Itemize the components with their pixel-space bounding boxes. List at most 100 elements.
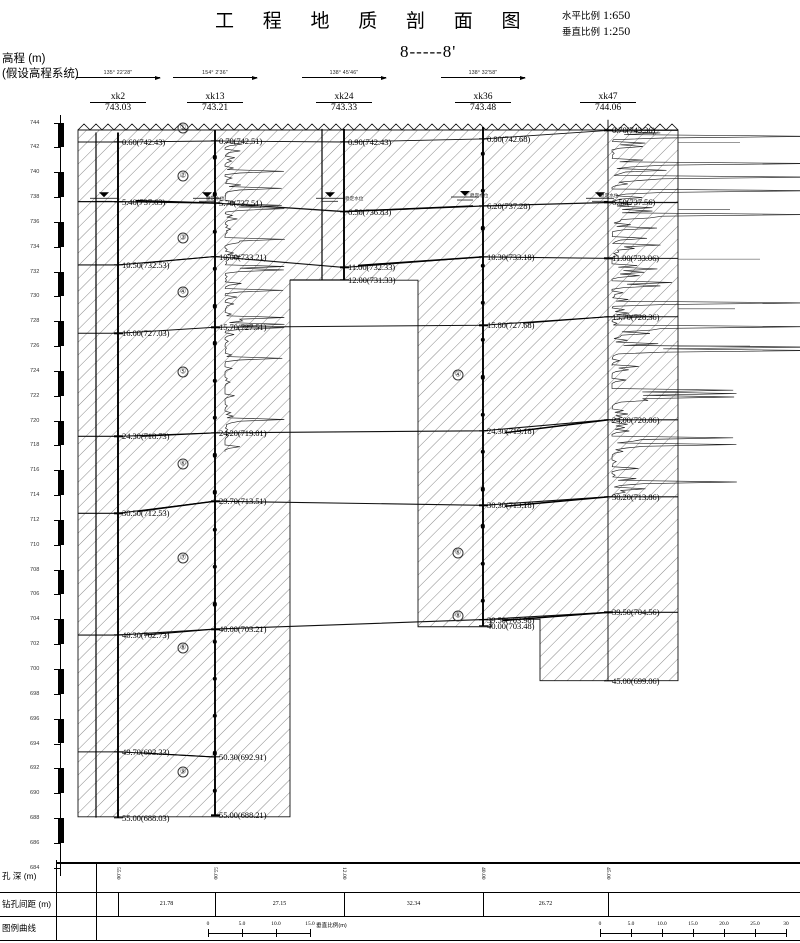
depth-tick [114,141,123,143]
depth-label-xk13-1: 5.70(737.51) [219,198,263,209]
axis-tick-label: 714 [30,492,40,499]
scale-bar-tick-label: 30 [783,921,789,927]
axis-tick-label: 690 [30,790,40,797]
sample-marker [212,341,218,346]
scale-bar-tick-label: 25.0 [750,921,760,927]
depth-tick [211,756,220,758]
axis-tick [54,296,61,298]
bearing-arrow-icon [76,75,161,80]
depth-label-xk47-7: 45.00(699.06) [612,675,660,686]
borehole-header-rule [187,102,243,103]
table-rule [56,860,57,940]
table-rule [608,892,609,916]
depth-label-xk2-4: 24.30(718.73) [122,431,170,442]
borehole-header-xk2[interactable]: xk2 743.03 [88,92,148,113]
depth-tick [114,264,123,266]
borehole-name: xk36 [473,92,493,102]
borehole-header-xk13[interactable]: xk13 743.21 [185,92,245,113]
sample-marker [212,788,218,793]
sample-marker [212,303,218,309]
sample-marker [212,229,218,234]
horizontal-scale-label: 水平比例 [562,11,601,22]
axis-tick-label: 732 [30,268,40,275]
axis-tick [54,495,61,497]
depth-tick [114,634,123,636]
scale-bar-tick-label: 0 [598,921,602,927]
depth-label-xk36-4: 24.30(719.18) [487,425,535,436]
depth-label-xk24-3: 12.00(731.33) [348,274,396,285]
borehole-header-xk24[interactable]: xk24 743.33 [314,92,374,113]
stratum-number-right: ⑧ [452,610,464,622]
depth-tick [604,496,613,498]
depth-label-xk36-1: 6.20(737.28) [487,200,531,211]
depth-tick [340,266,349,269]
borehole-collar-elevation: 744.06 [594,103,622,113]
depth-label-xk13-5: 29.70(713.51) [219,496,267,507]
depth-label-xk2-0: 0.60(742.43) [122,136,166,147]
scale-bar-tick [631,929,632,937]
depth-label-xk47-1: 6.50(737.56) [612,197,656,208]
sample-marker [480,226,486,231]
stratum-number-6: ⑥ [177,458,189,470]
horizontal-scale-value: 1:650 [602,8,631,22]
depth-tick [211,255,220,258]
borehole-header-xk36[interactable]: xk36 743.48 [453,92,513,113]
scale-bar-tick-label: 10.0 [271,921,281,927]
depth-tick [479,324,488,326]
vertical-scale-bar: 0 5.0 10.0 15.0 垂直比例(m) [207,921,347,938]
axis-staff-segment [57,519,64,545]
stratum-number-4: ④ [177,286,189,298]
borehole-bearing-xk13: 154° 2'36" [173,70,258,80]
sample-marker [212,192,218,197]
borehole-collar-elevation: 743.48 [469,103,497,113]
bearing-text: 138° 32'58" [468,70,498,76]
bearing-arrow-icon [173,75,258,80]
scale-legend: 水平比例 1:650 垂直比例 1:250 [562,8,630,40]
axis-tick [54,346,61,348]
axis-tick-label: 692 [30,765,40,772]
stratum-number-right: ④ [452,369,464,381]
depth-tick [211,628,220,630]
depth-label-xk13-6: 40.00(703.21) [219,624,267,635]
scale-bar-tick [786,929,787,937]
depth-label-xk47-2: 11.00(733.06) [612,253,660,264]
sample-marker [480,561,486,566]
elevation-caption: 高程 (m) (假设高程系统) [2,52,79,82]
depth-tick [479,430,488,432]
depth-tick [479,205,488,207]
axis-staff-segment [57,718,64,744]
depth-tick [114,332,123,334]
depth-label-xk2-1: 5.40(737.63) [122,196,166,207]
borehole-name: xk24 [334,92,354,102]
axis-tick-label: 696 [30,715,40,722]
axis-tick-label: 686 [30,839,40,846]
horizontal-scale-bar: 0 5.0 10.0 15.0 20.0 25.0 30 [598,921,790,938]
depth-label-xk24-0: 0.90(742.43) [348,136,392,147]
hole-spacing-value-3: 26.72 [538,901,553,907]
scale-bar-tick-label: 15.0 [688,921,698,927]
scale-bar-tick [242,929,243,937]
depth-tick [114,751,123,753]
axis-tick-label: 728 [30,318,40,325]
scale-bar-tick-label: 5.0 [627,921,635,927]
depth-tick [340,141,349,143]
depth-tick [479,256,488,258]
axis-tick-label: 716 [30,467,40,474]
axis-tick-label: 738 [30,194,40,201]
scale-bar-caption: 垂直比例(m) [316,923,347,929]
scale-bar-rule [208,933,310,935]
axis-tick-label: 710 [30,541,40,548]
depth-label-xk47-6: 39.50(704.56) [612,607,660,618]
depth-tick [604,257,613,260]
axis-tick-label: 718 [30,442,40,449]
axis-tick-label: 742 [30,144,40,151]
borehole-header-xk47[interactable]: xk47 744.06 [578,92,638,113]
depth-tick [479,504,488,506]
stratum-number-7: ⑦ [177,552,189,564]
depth-label-xk36-5: 30.30(713.18) [487,500,535,511]
axis-tick [54,743,61,745]
sample-marker [212,602,218,607]
water-table-label: 稳定水位 [600,193,619,198]
hole-spacing-value-2: 32.34 [406,901,421,907]
axis-tick-label: 726 [30,343,40,350]
